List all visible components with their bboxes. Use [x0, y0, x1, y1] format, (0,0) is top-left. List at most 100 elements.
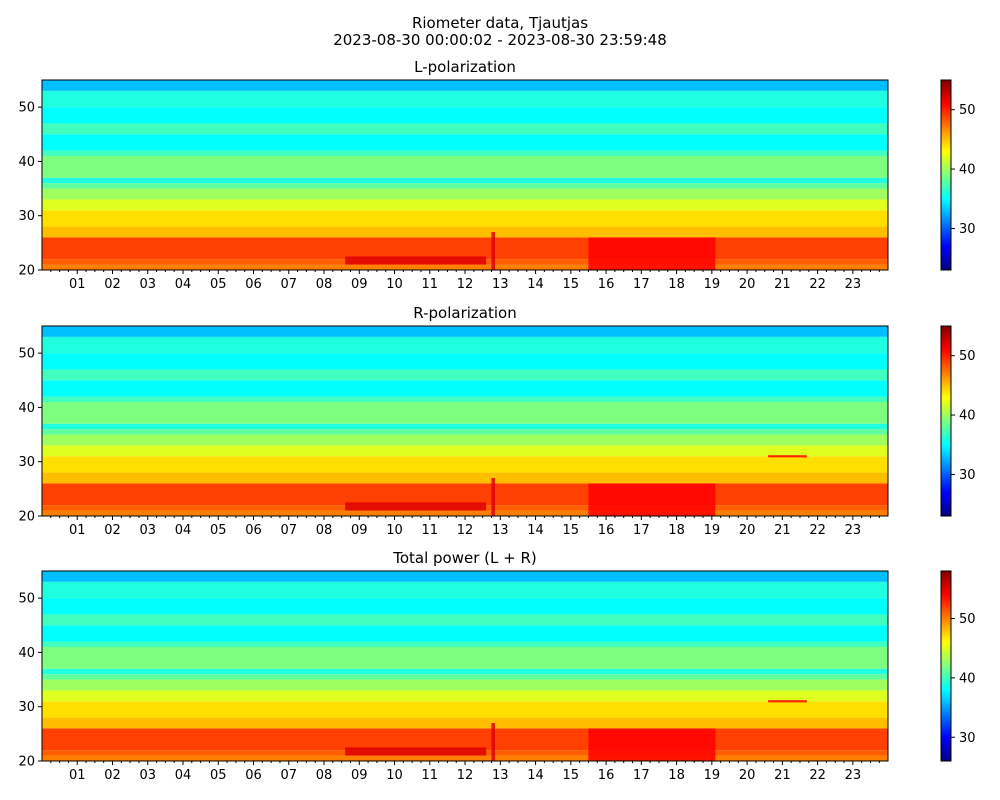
x-tick-label: 21	[774, 277, 791, 292]
heatmap-row	[42, 177, 888, 184]
y-tick-label: 40	[18, 155, 35, 170]
heatmap-row	[42, 156, 888, 178]
x-tick-label: 11	[422, 768, 439, 783]
x-tick-label: 02	[104, 523, 121, 538]
heatmap-row	[42, 483, 888, 506]
y-tick-label: 20	[18, 755, 35, 770]
x-tick-label: 01	[69, 768, 86, 783]
heatmap-row	[42, 336, 888, 354]
x-tick-label: 03	[139, 523, 156, 538]
x-tick-label: 07	[280, 277, 297, 292]
heatmap-enhancement	[345, 256, 487, 265]
x-tick-label: 19	[704, 523, 721, 538]
panel-title: Total power (L + R)	[392, 549, 537, 567]
x-tick-label: 13	[492, 277, 509, 292]
heatmap-row	[42, 728, 888, 751]
heatmap-row	[42, 326, 888, 337]
x-tick-label: 13	[492, 768, 509, 783]
x-tick-label: 08	[316, 523, 333, 538]
heatmap-row	[42, 369, 888, 381]
heatmap-row	[42, 581, 888, 599]
colorbar-tick-label: 40	[959, 409, 976, 424]
x-tick-label: 14	[527, 768, 544, 783]
x-tick-label: 17	[633, 523, 650, 538]
y-tick-label: 20	[18, 264, 35, 279]
x-tick-label: 20	[739, 768, 756, 783]
heatmap-enhancement	[588, 728, 716, 761]
heatmap-row	[42, 679, 888, 691]
x-tick-label: 03	[139, 768, 156, 783]
heatmap-row	[42, 134, 888, 151]
x-tick-label: 21	[774, 523, 791, 538]
heatmap-row	[42, 423, 888, 430]
x-tick-label: 09	[351, 523, 368, 538]
heatmap-row	[42, 625, 888, 642]
x-tick-label: 06	[245, 277, 262, 292]
x-tick-label: 08	[316, 277, 333, 292]
x-tick-label: 05	[210, 768, 227, 783]
heatmap-row	[42, 226, 888, 238]
x-tick-label: 14	[527, 523, 544, 538]
panel-title: R-polarization	[413, 304, 516, 322]
heatmap-row	[42, 456, 888, 473]
x-tick-label: 07	[280, 523, 297, 538]
x-tick-label: 14	[527, 277, 544, 292]
x-tick-label: 01	[69, 523, 86, 538]
x-tick-label: 22	[809, 277, 826, 292]
x-tick-label: 17	[633, 768, 650, 783]
heatmap-row	[42, 210, 888, 227]
colorbar-tick-label: 30	[959, 731, 976, 746]
heatmap-enhancement	[491, 232, 495, 270]
x-tick-label: 18	[668, 523, 685, 538]
y-tick-label: 50	[18, 592, 35, 607]
heatmap-row	[42, 90, 888, 108]
x-tick-label: 16	[598, 768, 615, 783]
heatmap-row	[42, 380, 888, 397]
x-tick-label: 12	[457, 768, 474, 783]
heatmap-row	[42, 123, 888, 135]
colorbar	[940, 570, 952, 762]
heatmap-row	[42, 237, 888, 260]
heatmap-row	[42, 717, 888, 729]
heatmap-panel-1: L-polarization 20 30 40 50 01 02 03 04 05 06 07 08 09…	[18, 58, 975, 292]
heatmap-enhancement	[491, 723, 495, 761]
y-tick-label: 40	[18, 401, 35, 416]
colorbar	[940, 79, 952, 271]
heatmap-row	[42, 429, 888, 435]
figure-subtitle: 2023-08-30 00:00:02 - 2023-08-30 23:59:4…	[333, 31, 667, 49]
heatmap-row	[42, 674, 888, 680]
colorbar-tick-label: 30	[959, 468, 976, 483]
heatmap-row	[42, 353, 888, 370]
colorbar-tick-label: 50	[959, 612, 976, 627]
x-tick-label: 11	[422, 277, 439, 292]
x-tick-label: 23	[845, 277, 862, 292]
x-tick-label: 12	[457, 523, 474, 538]
heatmap-panel-2: R-polarization 20 30 40 50 01 02 03 04 05 06 07 08 09…	[18, 304, 975, 538]
x-tick-label: 09	[351, 277, 368, 292]
y-tick-label: 30	[18, 455, 35, 470]
x-tick-label: 09	[351, 768, 368, 783]
heatmap-enhancement	[768, 700, 807, 703]
x-tick-label: 05	[210, 523, 227, 538]
heatmap-row	[42, 641, 888, 647]
x-tick-label: 16	[598, 277, 615, 292]
heatmap-row	[42, 647, 888, 669]
x-tick-label: 04	[175, 768, 192, 783]
x-tick-label: 23	[845, 768, 862, 783]
x-tick-label: 10	[386, 523, 403, 538]
heatmap-row	[42, 472, 888, 484]
heatmap-row	[42, 188, 888, 200]
x-tick-label: 15	[563, 768, 580, 783]
x-tick-label: 04	[175, 523, 192, 538]
panel-title: L-polarization	[414, 58, 516, 76]
x-tick-label: 15	[563, 523, 580, 538]
x-tick-label: 20	[739, 277, 756, 292]
x-tick-label: 06	[245, 523, 262, 538]
x-tick-label: 17	[633, 277, 650, 292]
x-tick-label: 19	[704, 768, 721, 783]
colorbar-tick-label: 40	[959, 671, 976, 686]
x-tick-label: 22	[809, 768, 826, 783]
heatmap-enhancement	[588, 237, 716, 270]
heatmap-row	[42, 107, 888, 124]
